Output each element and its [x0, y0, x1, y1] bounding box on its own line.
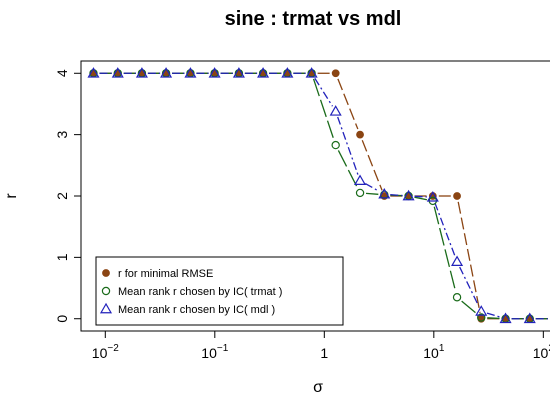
x-tick-label: 10−2 — [92, 343, 119, 361]
x-tick-label: 101 — [423, 343, 445, 361]
data-point — [99, 302, 113, 314]
data-point — [453, 192, 461, 200]
data-point — [257, 67, 270, 78]
legend: r for minimal RMSE Mean rank r chosen by … — [95, 256, 344, 326]
data-point — [331, 140, 340, 150]
x-tick-label: 10−1 — [201, 343, 228, 361]
y-tick-label: 2 — [54, 192, 70, 200]
y-axis-ticks: 0 1 2 3 4 — [54, 69, 81, 323]
legend-box — [95, 256, 344, 326]
data-point — [102, 269, 110, 277]
series-line-segment — [364, 183, 380, 192]
data-point — [160, 67, 173, 78]
data-point — [378, 187, 391, 199]
x-tick-label: 1 — [320, 345, 328, 361]
series-line-segment — [461, 300, 478, 315]
y-tick-label: 1 — [54, 253, 70, 261]
series-line-segment — [486, 312, 501, 318]
data-point — [426, 191, 439, 202]
legend-entry: Mean rank r chosen by IC( mdl ) — [118, 304, 275, 316]
data-point — [208, 67, 221, 78]
data-point — [331, 69, 340, 78]
data-point — [111, 67, 124, 78]
data-point — [232, 67, 245, 78]
series-line-segment — [457, 201, 481, 313]
x-axis-ticks: 10−2 10−1 1 101 102 — [92, 331, 550, 361]
series-line-segment — [459, 266, 480, 307]
y-tick-label: 3 — [54, 131, 70, 139]
series-line-segment — [337, 78, 359, 130]
chart-title: sine : trmat vs mdl — [225, 8, 402, 30]
data-point — [475, 305, 488, 316]
y-axis-label: r — [3, 193, 20, 199]
legend-entry: Mean rank r chosen by IC( trmat ) — [118, 286, 282, 298]
series-line-segment — [361, 139, 383, 191]
series-line-segment — [314, 77, 334, 107]
series-line-segment — [414, 196, 428, 201]
data-point — [356, 130, 364, 139]
data-point — [499, 312, 512, 324]
series-line-segment — [434, 202, 456, 257]
series-lines — [99, 72, 548, 320]
y-tick-label: 0 — [54, 315, 70, 323]
series-line-segment — [414, 195, 427, 198]
series-line-segment — [312, 78, 335, 140]
data-point — [452, 293, 462, 302]
data-point — [184, 67, 197, 78]
legend-entry: r for minimal RMSE — [118, 268, 213, 280]
data-point — [281, 67, 294, 78]
series-line-segment — [390, 193, 403, 197]
data-point — [523, 312, 536, 324]
y-tick-label: 4 — [54, 69, 70, 77]
series-markers — [87, 67, 536, 324]
series-line-segment — [337, 150, 358, 188]
data-point — [354, 174, 367, 186]
series-line-segment — [337, 116, 359, 176]
data-point — [87, 67, 100, 78]
data-point — [329, 105, 342, 116]
data-point — [402, 189, 415, 201]
data-point — [477, 313, 486, 322]
data-point — [101, 286, 111, 296]
x-axis-label: σ — [313, 379, 323, 396]
x-tick-label: 102 — [533, 343, 550, 361]
data-point — [305, 67, 318, 78]
series-line-segment — [433, 206, 457, 292]
series-line-segment — [365, 192, 379, 195]
series-line-segment — [487, 317, 500, 320]
data-point — [135, 67, 148, 78]
data-point — [355, 188, 365, 198]
data-point — [451, 255, 464, 267]
